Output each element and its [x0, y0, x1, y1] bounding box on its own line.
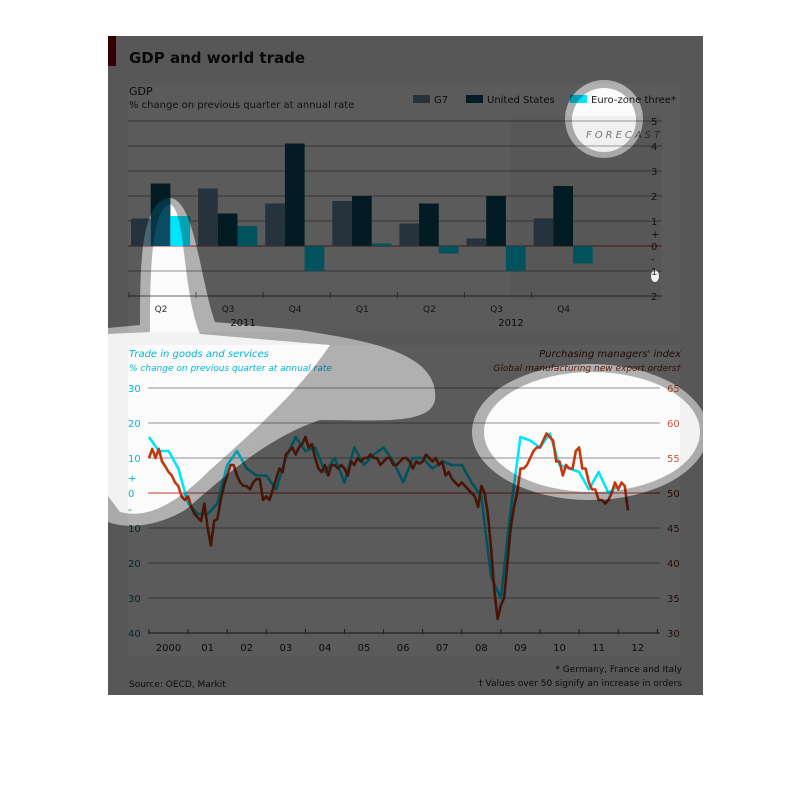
left-tick-label: 10: [128, 524, 141, 535]
x-tick-label: 06: [397, 643, 410, 654]
left-tick-label: 0: [128, 489, 134, 500]
right-tick-label: 50: [667, 489, 680, 500]
bar-united-states: [419, 203, 439, 246]
pmi-subtitle: Global manufacturing new export orders†: [493, 364, 681, 374]
x-tick-label: 10: [553, 643, 566, 654]
x-tick-label: 05: [358, 643, 371, 654]
bar-united-states: [284, 143, 305, 246]
trade-subtitle: % change on previous quarter at annual r…: [129, 364, 332, 374]
left-tick-label: 10: [128, 454, 141, 465]
y-tick-label: 1: [651, 217, 657, 228]
legend-swatch: [570, 95, 587, 103]
forecast-region: [511, 116, 661, 300]
x-tick-label: Q4: [557, 305, 570, 315]
x-tick-label: 01: [201, 643, 214, 654]
gdp-subtitle: % change on previous quarter at annual r…: [129, 100, 354, 111]
bar-g7: [198, 188, 218, 246]
left-tick-label: +: [128, 473, 136, 484]
bar-united-states: [150, 183, 171, 246]
left-tick-label: 30: [128, 384, 141, 395]
x-tick-label: Q3: [490, 305, 503, 315]
x-tick-label: Q2: [155, 305, 168, 315]
left-tick-label: 40: [128, 629, 141, 640]
legend-swatch: [466, 95, 483, 103]
left-tick-label: 30: [128, 594, 141, 605]
bar-g7: [399, 223, 420, 246]
bar-g7: [466, 238, 487, 246]
chart-title: GDP and world trade: [129, 49, 305, 67]
y-tick-label: -: [651, 255, 655, 266]
bar-g7: [131, 218, 151, 246]
y-tick-label: 5: [651, 117, 657, 128]
x-tick-label: 02: [240, 643, 253, 654]
x-tick-label: 11: [592, 643, 605, 654]
bar-g7: [332, 201, 352, 246]
y-tick-label: 1: [651, 267, 657, 278]
x-tick-label: Q2: [423, 305, 436, 315]
right-tick-label: 60: [667, 419, 680, 430]
right-tick-label: 45: [667, 524, 680, 535]
bar-united-states: [553, 186, 573, 246]
left-tick-label: -: [128, 505, 132, 516]
bar-euro-zone-three-: [505, 246, 526, 271]
bar-united-states: [352, 196, 372, 246]
y-tick-label: 2: [651, 292, 657, 303]
y-tick-label: 4: [651, 142, 657, 153]
y-tick-label: 3: [651, 167, 657, 178]
right-tick-label: 35: [667, 594, 680, 605]
y-tick-label: 0: [651, 242, 657, 253]
x-tick-label: 09: [514, 643, 527, 654]
left-tick-label: 20: [128, 419, 141, 430]
bar-euro-zone-three-: [573, 246, 593, 264]
bar-g7: [265, 203, 285, 246]
footnote-star: * Germany, France and Italy: [555, 665, 682, 675]
y-tick-label: +: [651, 230, 659, 241]
legend-swatch: [413, 95, 430, 103]
year-label: 2012: [498, 318, 523, 329]
legend-label: United States: [487, 95, 555, 106]
source-note: Source: OECD, Markit: [129, 680, 226, 690]
bar-g7: [533, 218, 554, 246]
right-tick-label: 40: [667, 559, 680, 570]
right-tick-label: 65: [667, 384, 680, 395]
right-tick-label: 55: [667, 454, 680, 465]
bar-euro-zone-three-: [438, 246, 459, 254]
trade-panel: [128, 345, 680, 656]
x-tick-label: 03: [279, 643, 292, 654]
bar-euro-zone-three-: [170, 216, 191, 246]
x-tick-label: 2000: [156, 643, 181, 654]
y-tick-label: 2: [651, 192, 657, 203]
left-tick-label: 20: [128, 559, 141, 570]
right-tick-label: 30: [667, 629, 680, 640]
bar-euro-zone-three-: [304, 246, 325, 271]
bar-united-states: [486, 196, 506, 246]
x-tick-label: 07: [436, 643, 449, 654]
x-tick-label: 04: [319, 643, 332, 654]
pmi-title: Purchasing managers' index: [539, 349, 681, 360]
accent-bar: [108, 36, 116, 66]
x-tick-label: Q3: [222, 305, 235, 315]
gdp-title: GDP: [129, 85, 153, 98]
x-tick-label: Q1: [356, 305, 369, 315]
bar-united-states: [217, 213, 238, 246]
legend-label: G7: [434, 95, 448, 106]
footnote-dagger: † Values over 50 signify an increase in …: [478, 679, 682, 689]
chart-figure: GDP and world trade GDP % change on prev…: [108, 36, 703, 695]
forecast-label: FORECAST: [586, 130, 663, 141]
chart-svg: GDP and world trade GDP % change on prev…: [108, 36, 683, 690]
legend-label: Euro-zone three*: [591, 95, 676, 106]
x-tick-label: 12: [631, 643, 644, 654]
x-tick-label: 08: [475, 643, 488, 654]
year-label: 2011: [230, 318, 255, 329]
bar-euro-zone-three-: [237, 226, 258, 246]
x-tick-label: Q4: [289, 305, 302, 315]
trade-title: Trade in goods and services: [129, 349, 269, 360]
bar-euro-zone-three-: [371, 243, 392, 246]
